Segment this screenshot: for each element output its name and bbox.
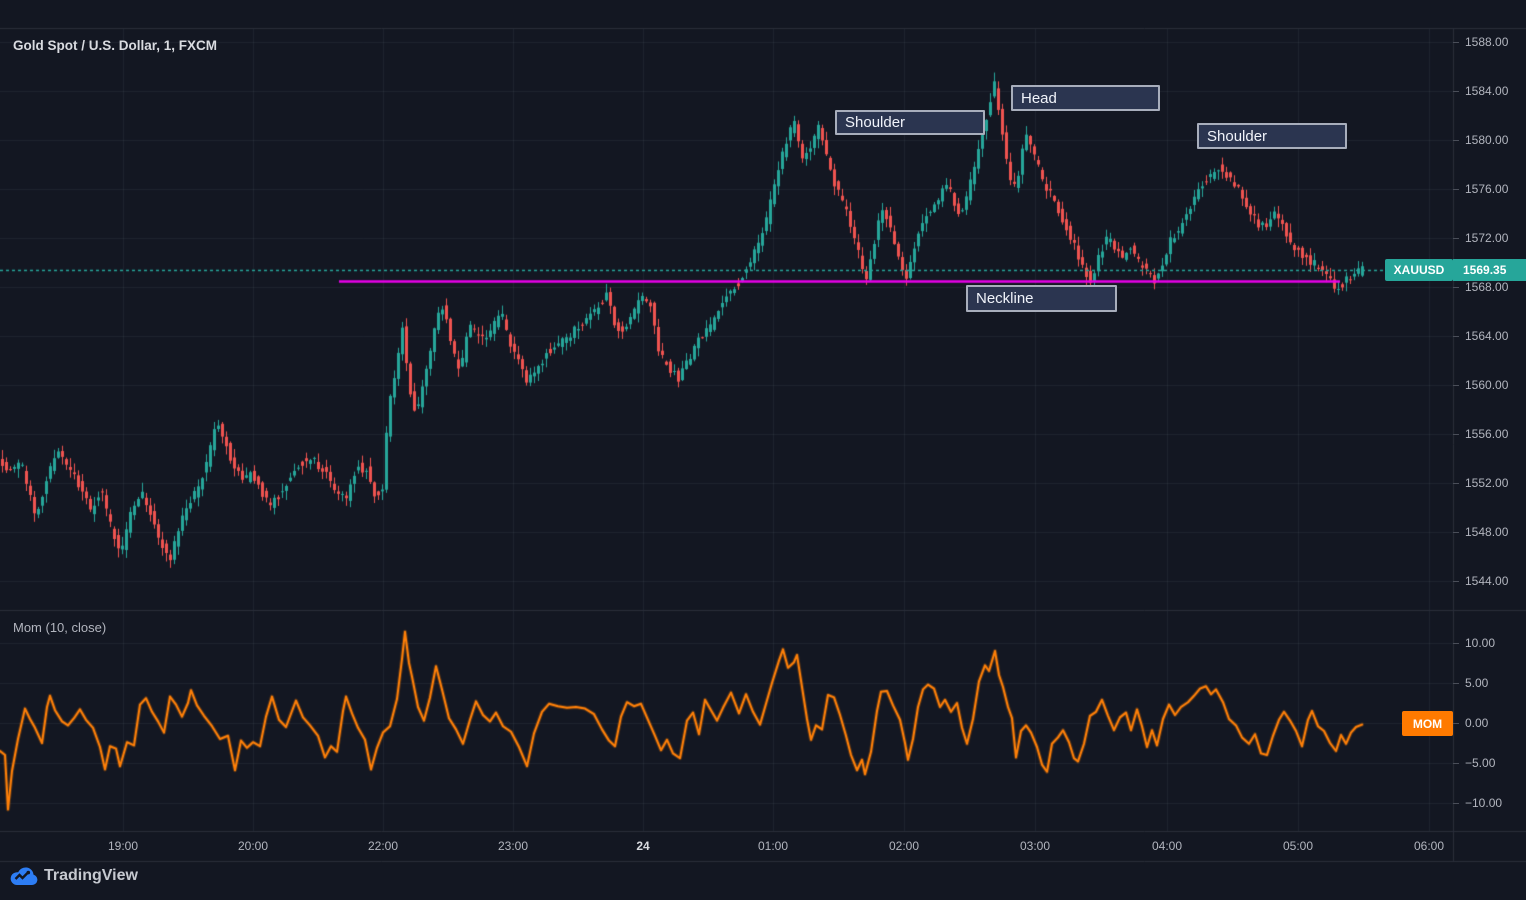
time-axis-label: 19:00 (107, 839, 139, 853)
price-axis[interactable]: 1588.00 1584.00 1580.00 1576.00 1572.00 1568.… (1453, 28, 1526, 831)
price-axis-label: 1580.00 (1453, 132, 1526, 148)
time-axis-label: 02:00 (888, 839, 920, 853)
time-axis-label: 22:00 (367, 839, 399, 853)
time-axis-label: 06:00 (1413, 839, 1445, 853)
price-axis-label: 1544.00 (1453, 573, 1526, 589)
tradingview-logo[interactable]: TradingView (8, 865, 138, 887)
price-axis-label: 1584.00 (1453, 83, 1526, 99)
price-axis-label: 1572.00 (1453, 230, 1526, 246)
annotation-right-shoulder[interactable]: Shoulder (1197, 123, 1347, 149)
price-axis-label: 10.00 (1453, 635, 1526, 651)
price-axis-label: 1556.00 (1453, 426, 1526, 442)
price-axis-label: 1552.00 (1453, 475, 1526, 491)
time-axis[interactable]: 19:00 20:00 22:00 23:00 24 01:00 02:00 03:00 04:… (0, 831, 1453, 861)
momentum-legend[interactable]: Mom (10, close) (13, 620, 107, 635)
price-axis-label: 1564.00 (1453, 328, 1526, 344)
price-axis-label: 5.00 (1453, 675, 1526, 691)
annotation-left-shoulder[interactable]: Shoulder (835, 110, 985, 135)
time-axis-label: 03:00 (1019, 839, 1051, 853)
logo-text: TradingView (44, 867, 138, 884)
symbol-price-badge: XAUUSD (1385, 259, 1453, 281)
price-axis-label: −10.00 (1453, 795, 1526, 811)
annotation-head[interactable]: Head (1011, 85, 1160, 111)
annotation-neckline[interactable]: Neckline (966, 285, 1117, 312)
momentum-badge: MOM (1402, 711, 1453, 736)
price-axis-label: 1576.00 (1453, 181, 1526, 197)
cloud-logo-icon (10, 867, 38, 886)
time-axis-label: 04:00 (1151, 839, 1183, 853)
time-axis-label: 01:00 (757, 839, 789, 853)
current-price-axis-badge: 1569.35 (1453, 259, 1526, 281)
price-axis-label: 1548.00 (1453, 524, 1526, 540)
price-axis-label: −5.00 (1453, 755, 1526, 771)
time-axis-label: 24 (636, 839, 650, 853)
time-axis-label: 20:00 (237, 839, 269, 853)
time-axis-label: 05:00 (1282, 839, 1314, 853)
time-axis-label: 23:00 (497, 839, 529, 853)
price-axis-label: 0.00 (1453, 715, 1526, 731)
price-axis-label: 1568.00 (1453, 279, 1526, 295)
main-chart-legend[interactable]: Gold Spot / U.S. Dollar, 1, FXCM (13, 38, 218, 53)
price-axis-label: 1560.00 (1453, 377, 1526, 393)
price-axis-label: 1588.00 (1453, 34, 1526, 50)
